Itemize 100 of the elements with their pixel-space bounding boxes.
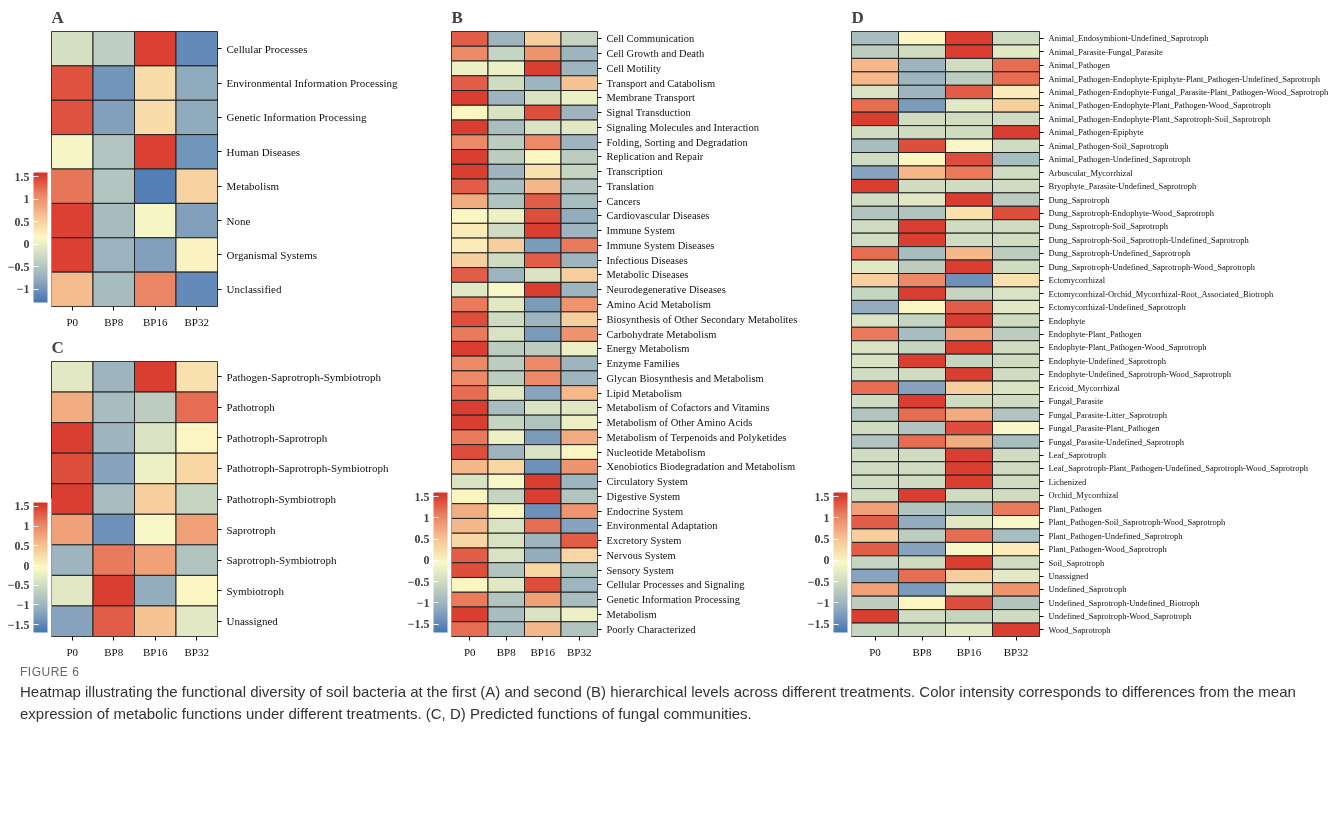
- color-bar-label: 1.5: [814, 489, 830, 504]
- y-tick-label: Plant_Pathogen-Wood_Saprotroph: [1048, 544, 1168, 555]
- y-tick-label: Dung_Saprotroph-Undefined_Saprotroph: [1048, 248, 1191, 259]
- x-tick-label: BP8: [496, 645, 517, 658]
- y-tick-label: Endophyte: [1048, 315, 1086, 326]
- y-tick-label: Human Diseases: [226, 145, 301, 158]
- y-tick-label: Nucleotide Metabolism: [606, 446, 706, 458]
- y-tick-label: Plant_Pathogen: [1048, 503, 1103, 514]
- y-tick-label: Ectomycorrhizal: [1048, 275, 1106, 286]
- y-tick-label: Orchid_Mycorrhizal: [1048, 490, 1119, 501]
- color-bar-label: −0.5: [7, 259, 30, 274]
- y-tick-label: Metabolism of Cofactors and Vitamins: [606, 402, 770, 414]
- y-tick-label: Lichenized: [1048, 476, 1088, 487]
- color-bar-label: 1: [823, 510, 830, 525]
- y-tick-label: Animal_Pathogen-Undefined_Saprotroph: [1048, 154, 1192, 165]
- y-tick-label: Transcription: [606, 166, 664, 178]
- chart-title: C: [51, 337, 64, 357]
- y-tick-label: Fungal_Parasite-Plant_Pathogen: [1048, 423, 1161, 434]
- y-tick-label: Energy Metabolism: [606, 343, 690, 355]
- y-tick-label: Animal_Endosymbiont-Undefined_Saprotroph: [1048, 33, 1210, 44]
- color-bar-label: −1.5: [7, 617, 30, 632]
- y-tick-label: Signal Transduction: [606, 107, 692, 119]
- y-tick-label: Poorly Characterized: [606, 623, 697, 635]
- y-tick-label: Undefined_Saprotroph-Wood_Saprotroph: [1048, 611, 1193, 622]
- y-tick-label: Symbiotroph: [226, 584, 285, 597]
- y-tick-label: Arbuscular_Mycorrhizal: [1048, 167, 1134, 178]
- color-bar-label: −1.5: [807, 617, 830, 632]
- color-bar-label: 0: [23, 558, 30, 573]
- color-bar-label: −1: [16, 282, 30, 297]
- y-tick-label: Metabolism of Other Amino Acids: [606, 417, 753, 429]
- color-bar-label: −1: [816, 595, 830, 610]
- y-tick-label: Digestive System: [606, 490, 681, 502]
- y-tick-label: Environmental Adaptation: [606, 520, 719, 532]
- y-tick-label: Plant_Pathogen-Undefined_Saprotroph: [1048, 530, 1184, 541]
- y-tick-label: Dung_Saprotroph-Soil_Saprotroph-Undefined_Saprotroph: [1048, 234, 1250, 245]
- color-bar-label: 1.5: [14, 169, 30, 184]
- color-bar-label: 0.5: [814, 532, 830, 547]
- y-tick-label: Dung_Saprotroph-Undefined_Saprotroph-Wood_Saprotroph: [1048, 261, 1256, 272]
- y-tick-label: Metabolism: [226, 180, 280, 193]
- y-tick-label: Bryophyte_Parasite-Undefined_Saprotroph: [1048, 181, 1198, 192]
- chart-title: A: [51, 7, 65, 27]
- color-bar-label: −0.5: [407, 574, 430, 589]
- y-tick-label: Metabolism of Terpenoids and Polyketides: [606, 431, 787, 443]
- x-tick-label: BP32: [184, 645, 209, 658]
- y-tick-label: Environmental Information Processing: [226, 77, 399, 90]
- y-tick-label: Unassigned: [226, 615, 279, 628]
- y-tick-label: Organismal Systems: [226, 248, 318, 261]
- x-tick-label: P0: [66, 315, 79, 328]
- y-tick-label: Circulatory System: [606, 476, 688, 488]
- color-bar-label: −1.5: [407, 617, 430, 632]
- y-tick-label: Soil_Saprotroph: [1048, 557, 1105, 568]
- color-bar-label: 1: [423, 510, 430, 525]
- y-tick-label: Animal_Pathogen-Endophyte-Fungal_Parasite-Plant_Pathogen-Wood_Saprotroph: [1048, 87, 1330, 97]
- color-bar-label: 0.5: [414, 532, 430, 547]
- y-tick-label: Fungal_Parasite: [1048, 396, 1104, 407]
- x-tick-label: BP32: [184, 315, 209, 328]
- x-tick-label: BP16: [143, 315, 168, 328]
- y-tick-label: Biosynthesis of Other Secondary Metabolites: [606, 313, 798, 325]
- y-tick-label: None: [226, 214, 251, 227]
- y-tick-label: Endocrine System: [606, 505, 684, 517]
- y-tick-label: Ectomycorrhizal-Undefined_Saprotroph: [1048, 302, 1187, 313]
- y-tick-label: Dung_Saprotroph-Soil_Saprotroph: [1048, 221, 1169, 232]
- y-tick-label: Immune System Diseases: [606, 239, 715, 251]
- color-bar-label: 0.5: [14, 538, 30, 553]
- y-tick-label: Pathogen-Saprotroph-Symbiotroph: [226, 370, 382, 383]
- y-tick-label: Pathotroph: [226, 401, 276, 414]
- y-tick-label: Undefined_Saprotroph: [1048, 584, 1128, 595]
- color-bar-label: −1: [416, 595, 430, 610]
- y-tick-label: Wood_Saprotroph: [1048, 624, 1112, 635]
- y-tick-label: Translation: [606, 180, 655, 192]
- x-tick-label: BP16: [143, 645, 168, 658]
- y-tick-label: Excretory System: [606, 535, 682, 547]
- y-tick-label: Animal_Pathogen-Epiphyte: [1048, 127, 1144, 138]
- y-tick-label: Enzyme Families: [606, 358, 680, 370]
- color-bar-label: 0: [23, 237, 30, 252]
- y-tick-label: Animal_Parasite-Fungal_Parasite: [1048, 46, 1163, 57]
- y-tick-label: Unassigned: [1048, 571, 1089, 581]
- color-bar-label: 0.5: [14, 214, 30, 229]
- chart-title: B: [451, 7, 463, 27]
- y-tick-label: Ectomycorrhizal-Orchid_Mycorrhizal-Root_Associated_Biotroph: [1048, 288, 1274, 299]
- chart-title: D: [851, 7, 864, 27]
- y-tick-label: Leaf_Saprotroph-Plant_Pathogen-Undefined_Saprotroph-Wood_Saprotroph: [1048, 463, 1309, 474]
- x-tick-label: BP16: [956, 645, 982, 658]
- y-tick-label: Genetic Information Processing: [226, 111, 367, 124]
- y-tick-label: Cellular Processes and Signaling: [606, 579, 746, 591]
- y-tick-label: Genetic Information Processing: [606, 594, 741, 606]
- y-tick-label: Animal_Pathogen: [1048, 60, 1111, 71]
- y-tick-label: Infectious Diseases: [606, 254, 688, 266]
- x-tick-label: BP16: [530, 645, 556, 658]
- y-tick-label: Cellular Processes: [226, 42, 308, 55]
- y-tick-label: Pathotroph-Saprotroph-Symbiotroph: [226, 462, 389, 475]
- color-bar-label: −1: [16, 597, 30, 612]
- y-tick-label: Cancers: [606, 195, 641, 207]
- y-tick-label: Dung_Saprotroph: [1048, 194, 1111, 205]
- color-bar-label: 1: [23, 519, 30, 534]
- y-tick-label: Endophyte-Plant_Pathogen: [1048, 329, 1143, 339]
- y-tick-label: Folding, Sorting and Degradation: [606, 136, 749, 148]
- y-tick-label: Endophyte-Undefined_Saprotroph: [1048, 355, 1167, 366]
- y-tick-label: Cell Growth and Death: [606, 48, 705, 60]
- y-tick-label: Immune System: [606, 225, 676, 237]
